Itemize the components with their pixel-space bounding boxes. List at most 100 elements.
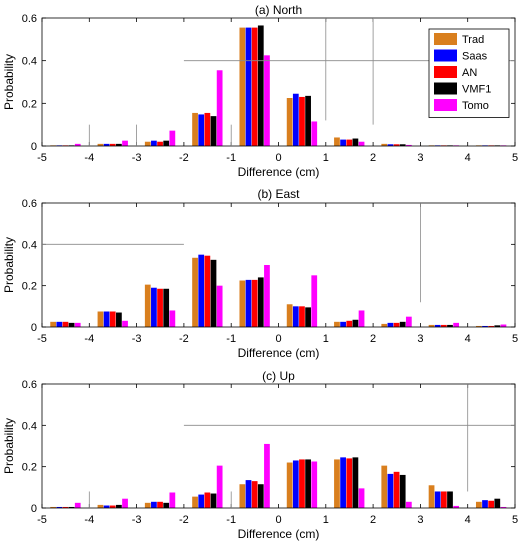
bar [381,465,388,508]
x-tick-label: 0 [275,152,281,164]
bar [97,311,104,327]
bar [311,275,318,327]
y-tick-label: 0 [31,503,37,515]
bar [292,460,299,508]
bar [381,143,388,146]
bar [245,480,252,508]
legend-label-an: AN [462,67,477,79]
bar [163,502,170,508]
bar [74,322,81,327]
panel-title: (b) East [257,187,300,201]
x-tick-label: 4 [465,333,471,345]
bar [340,321,346,327]
bar [192,496,198,508]
bar [163,288,170,327]
bar [393,322,400,327]
bar [251,481,258,508]
bar [475,501,482,508]
bar [346,139,353,146]
legend-swatch-vmf1 [434,82,457,95]
bar [251,279,258,327]
bar [198,494,205,508]
y-tick-label: 0 [31,141,37,153]
bar [109,505,116,508]
x-tick-label: 0 [275,514,281,526]
bar [151,501,157,508]
panel-title: (c) Up [262,369,295,383]
bar [399,321,406,327]
bar [192,112,198,146]
x-tick-label: 5 [512,333,518,345]
series-trad [50,459,482,508]
bar [346,320,353,327]
bar [122,140,128,146]
bar [157,501,163,508]
bar [103,505,110,508]
bar [500,506,507,508]
bar [286,98,293,146]
x-tick-label: 4 [465,152,471,164]
bar [62,321,69,327]
bar [311,121,318,146]
plot-frame [41,202,516,328]
bar [216,465,223,508]
series-an [62,255,495,327]
bar [50,321,57,327]
bar [428,324,435,327]
bar [216,70,223,146]
bar [405,501,412,508]
bar [169,130,176,146]
y-tick-label: 0.6 [22,198,37,210]
bar [264,443,270,508]
bar [103,143,110,146]
bar [109,311,116,327]
bar [50,506,57,508]
legend-swatch-tomo [434,99,457,111]
legend-label-tomo: Tomo [462,100,489,112]
bar [428,485,435,508]
plot-frame [41,383,516,509]
bar [387,322,394,327]
x-tick-label: -3 [132,514,142,526]
bar [169,492,176,508]
y-axis-label: Probability [2,237,16,293]
y-axis-label: Probability [2,54,16,110]
x-tick-label: 1 [323,333,329,345]
x-tick-label: 3 [417,514,423,526]
x-tick-label: -5 [37,152,47,164]
bar [74,143,81,146]
bar [210,493,217,508]
bar [157,288,163,327]
bar [151,140,157,146]
bar [192,257,198,327]
series-vmf1 [68,259,501,327]
x-tick-label: 1 [323,514,329,526]
bar [340,457,346,508]
bar [434,324,441,327]
bar [488,500,495,508]
bar [151,287,157,327]
bar [305,95,311,146]
x-tick-label: 0 [275,333,281,345]
bar [358,141,365,146]
bar [434,491,441,508]
bar [122,320,128,327]
bar [352,457,359,508]
x-tick-label: -1 [226,333,236,345]
x-tick-label: -1 [226,514,236,526]
bar [399,474,406,508]
panel-1: (b) East -5 -4 -3 -2 -1 0 1 2 3 4 5 0 0.2 0.4 0.6 Differ… [2,187,518,360]
y-axis-label: Probability [2,418,16,474]
bar [387,473,394,508]
x-axis-label: Difference (cm) [238,165,320,179]
series-trad [50,257,482,327]
x-axis-label: Difference (cm) [238,527,320,541]
bar [440,491,447,508]
bar [292,93,299,146]
bar [500,324,507,327]
bar [399,144,406,146]
x-tick-label: 3 [417,152,423,164]
bar [116,312,122,327]
bar [482,325,488,327]
bar [97,504,104,508]
